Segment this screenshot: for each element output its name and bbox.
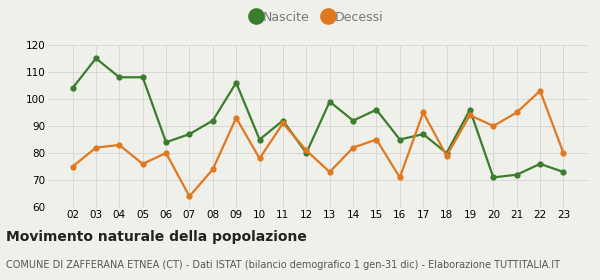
Text: Movimento naturale della popolazione: Movimento naturale della popolazione — [6, 230, 307, 244]
Text: COMUNE DI ZAFFERANA ETNEA (CT) - Dati ISTAT (bilancio demografico 1 gen-31 dic) : COMUNE DI ZAFFERANA ETNEA (CT) - Dati IS… — [6, 260, 560, 270]
Legend: Nascite, Decessi: Nascite, Decessi — [248, 6, 388, 29]
